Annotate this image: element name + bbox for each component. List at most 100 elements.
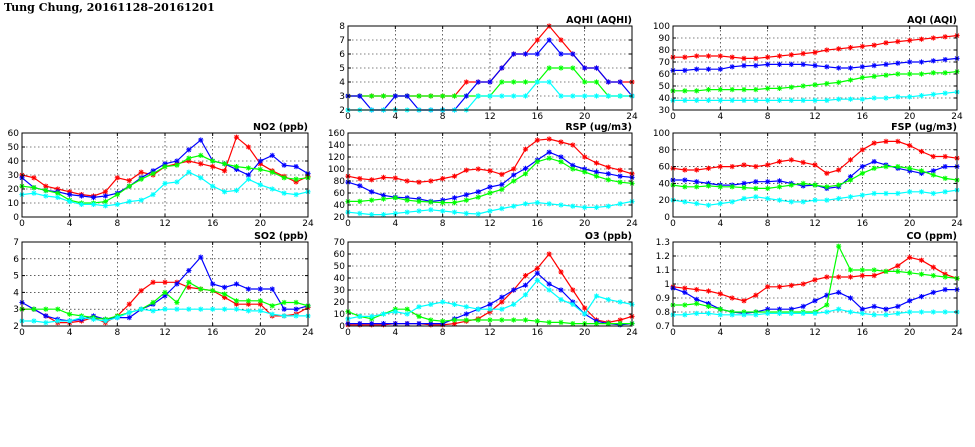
data-point-green — [694, 88, 700, 94]
x-tick-label: 4 — [67, 328, 73, 338]
data-point-blue — [126, 315, 132, 321]
data-point-blue — [558, 154, 564, 160]
y-tick-label: 40 — [334, 274, 346, 284]
data-point-blue — [475, 79, 481, 85]
x-tick-label: 24 — [626, 112, 638, 122]
data-point-blue — [593, 65, 600, 71]
data-point-cyan — [558, 202, 564, 208]
data-point-green — [871, 73, 877, 79]
data-point-blue — [522, 282, 529, 288]
data-point-red — [788, 282, 794, 288]
data-point-cyan — [617, 299, 623, 305]
data-point-green — [800, 180, 806, 186]
data-point-red — [380, 174, 387, 180]
data-point-cyan — [930, 309, 936, 315]
data-point-cyan — [126, 199, 132, 205]
data-point-green — [859, 267, 865, 273]
data-point-green — [930, 70, 936, 76]
data-point-cyan — [451, 301, 458, 307]
data-point-cyan — [404, 209, 410, 215]
series-line-green — [22, 281, 309, 320]
data-point-cyan — [824, 309, 830, 315]
data-point-green — [847, 267, 854, 273]
data-point-cyan — [534, 277, 540, 283]
data-point-blue — [705, 66, 712, 72]
data-point-blue — [871, 158, 877, 165]
data-point-red — [440, 176, 446, 182]
page-title: Tung Chung, 20161128–20161201 — [4, 1, 215, 14]
data-point-blue — [221, 284, 228, 290]
data-point-cyan — [245, 308, 252, 314]
data-point-blue — [800, 303, 806, 309]
data-point-red — [570, 287, 576, 293]
data-point-red — [942, 34, 948, 40]
data-point-green — [788, 84, 794, 90]
data-point-cyan — [788, 199, 794, 205]
data-point-cyan — [617, 93, 623, 99]
data-point-cyan — [582, 93, 588, 99]
x-tick-label: 20 — [904, 328, 916, 338]
data-point-red — [534, 37, 540, 43]
y-tick-label: 160 — [328, 129, 345, 139]
data-point-red — [475, 166, 481, 172]
x-tick-label: 20 — [579, 112, 591, 122]
data-point-green — [883, 268, 889, 274]
data-point-green — [416, 313, 422, 319]
data-point-green — [883, 164, 889, 170]
y-tick-label: 80 — [334, 177, 346, 187]
x-tick-label: 12 — [484, 219, 495, 229]
data-point-blue — [78, 193, 85, 199]
data-point-green — [534, 318, 540, 324]
x-tick-label: 20 — [579, 328, 591, 338]
data-point-cyan — [871, 190, 877, 197]
data-point-red — [522, 146, 529, 152]
data-point-red — [776, 158, 783, 165]
data-point-red — [930, 35, 936, 41]
y-tick-label: 3 — [13, 305, 19, 315]
data-point-red — [883, 138, 889, 144]
data-point-blue — [198, 137, 204, 143]
data-point-blue — [617, 173, 623, 179]
data-point-red — [907, 254, 913, 260]
data-point-cyan — [102, 318, 109, 324]
data-point-blue — [918, 294, 925, 300]
data-point-green — [404, 306, 410, 312]
data-point-green — [582, 79, 588, 85]
data-point-cyan — [174, 306, 180, 312]
data-point-blue — [534, 51, 540, 57]
data-point-red — [605, 164, 611, 170]
data-point-green — [210, 158, 216, 164]
data-point-cyan — [150, 192, 156, 198]
y-tick-label: 40 — [334, 201, 346, 211]
data-point-cyan — [800, 199, 806, 205]
data-point-red — [245, 144, 252, 150]
data-point-cyan — [918, 189, 925, 195]
data-point-blue — [186, 147, 192, 153]
data-point-green — [221, 291, 228, 297]
data-point-cyan — [776, 310, 783, 316]
y-tick-label: 10 — [334, 310, 346, 320]
data-point-green — [824, 184, 830, 190]
data-point-red — [812, 162, 818, 168]
x-tick-label: 4 — [392, 112, 398, 122]
x-tick-label: 12 — [809, 112, 820, 122]
data-point-green — [31, 185, 37, 191]
data-point-green — [705, 87, 712, 93]
data-point-green — [416, 93, 422, 99]
data-point-red — [210, 164, 216, 170]
x-tick-label: 24 — [302, 219, 314, 229]
data-point-red — [765, 162, 771, 168]
data-point-blue — [930, 58, 936, 64]
data-point-cyan — [558, 297, 564, 303]
data-point-cyan — [440, 208, 446, 214]
data-point-blue — [392, 93, 398, 99]
data-point-green — [895, 164, 901, 170]
data-point-green — [765, 185, 771, 192]
data-point-cyan — [114, 315, 120, 321]
data-point-green — [812, 82, 818, 88]
data-point-cyan — [357, 210, 363, 216]
data-point-cyan — [717, 97, 723, 103]
data-point-red — [114, 175, 120, 181]
x-tick-label: 16 — [532, 219, 544, 229]
